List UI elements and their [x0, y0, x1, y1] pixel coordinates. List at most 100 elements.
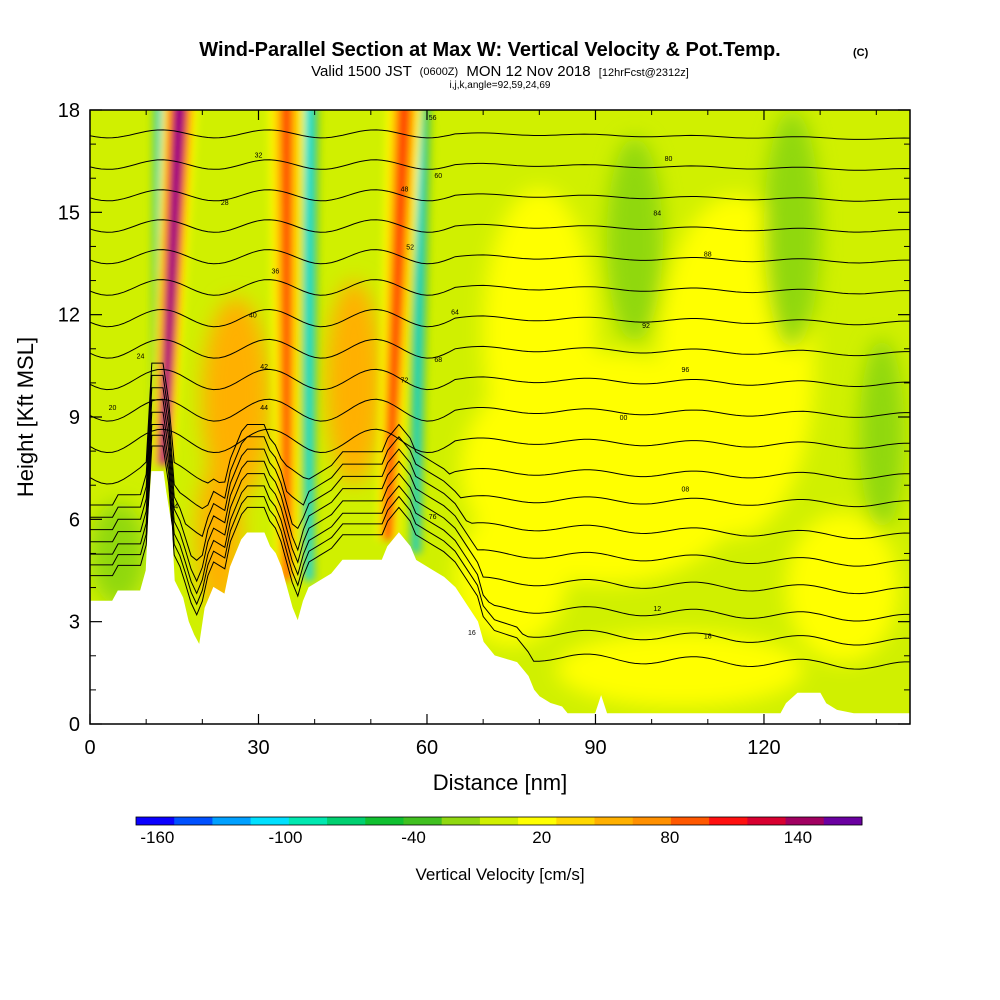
field-region-6 — [859, 338, 905, 530]
isentrope-14 — [90, 249, 910, 265]
colorbar-swatch-15 — [709, 817, 748, 825]
colorbar-swatch-18 — [823, 817, 863, 825]
isentrope-2 — [90, 424, 910, 622]
isentrope-label-8: 44 — [260, 405, 268, 412]
field-region-10 — [202, 297, 270, 503]
colorbar-swatch-9 — [479, 817, 519, 825]
colorbar-swatch-3 — [250, 817, 290, 825]
isentrope-label-10: 52 — [406, 244, 414, 251]
isentrope-label-16: 76 — [429, 514, 437, 521]
subtitle-date: MON 12 Nov 2018 — [466, 63, 590, 80]
isentrope-3 — [90, 411, 910, 595]
isentrope-label-14: 68 — [434, 357, 442, 364]
x-tick-label-1: 30 — [247, 737, 269, 759]
colorbar-swatch-16 — [747, 817, 787, 825]
colorbar-swatch-14 — [670, 817, 710, 825]
field-region-4 — [556, 631, 804, 707]
colorbar-swatch-12 — [594, 817, 634, 825]
colorbar-swatch-8 — [441, 817, 481, 825]
isentrope-label-26: 18 — [704, 633, 712, 640]
isentrope-label-3: 28 — [221, 200, 229, 207]
colorbar-label-0: -160 — [140, 828, 174, 847]
subtitle-utc: (0600Z) — [420, 66, 459, 78]
y-tick-label-2: 6 — [69, 509, 80, 531]
chart-indices: i,j,k,angle=92,59,24,69 — [450, 80, 551, 91]
isentrope-label-7: 42 — [260, 364, 268, 371]
isentrope-label-23: 08 — [681, 487, 689, 494]
isentrope-label-9: 48 — [401, 186, 409, 193]
isentrope-7 — [90, 362, 910, 485]
colorbar-frame — [135, 816, 863, 826]
isentrope-15 — [90, 219, 910, 233]
y-tick-label-5: 15 — [58, 202, 80, 224]
field-region-3 — [483, 188, 596, 475]
isentrope-12 — [90, 308, 910, 328]
colorbar-swatch-10 — [518, 817, 557, 825]
y-tick-label-0: 0 — [69, 714, 80, 736]
isentrope-5 — [90, 387, 910, 540]
isentrope-label-13: 64 — [451, 309, 459, 316]
colorbar-title: Vertical Velocity [cm/s] — [415, 865, 584, 884]
field-region-11 — [325, 280, 383, 486]
isentrope-18 — [90, 129, 910, 140]
isentrope-label-0: 20 — [109, 405, 117, 412]
subtitle-valid-time: Valid 1500 JST — [311, 63, 411, 80]
isentrope-6 — [90, 374, 910, 510]
downdraft-core-1-level-3 — [307, 110, 311, 581]
terrain — [90, 471, 910, 724]
isentrope-8 — [90, 428, 910, 454]
colorbar-swatch-2 — [212, 817, 252, 825]
isentrope-9 — [90, 398, 910, 422]
subtitle-forecast: [12hrFcst@2312z] — [599, 67, 689, 79]
updraft-core-2-level-4 — [386, 110, 407, 540]
x-tick-label-0: 0 — [84, 737, 95, 759]
isentrope-11 — [90, 338, 910, 359]
colorbar-swatch-5 — [327, 817, 366, 825]
isentrope-label-17: 80 — [665, 156, 673, 163]
colorbar: -160 -100 -40 20 80 140 — [135, 816, 863, 847]
isentrope-contours — [90, 100, 910, 670]
isentrope-label-20: 92 — [642, 323, 650, 330]
isentrope-13 — [90, 279, 910, 296]
field-region-2 — [786, 512, 899, 663]
isentrope-4 — [90, 399, 910, 567]
isentrope-label-5: 36 — [271, 268, 279, 275]
isentrope-label-19: 88 — [704, 251, 712, 258]
colorbar-swatch-1 — [174, 817, 213, 825]
y-tick-label-3: 9 — [69, 407, 80, 429]
isentrope-label-21: 96 — [681, 367, 689, 374]
colorbar-swatch-13 — [632, 817, 672, 825]
x-axis-title: Distance [nm] — [433, 770, 568, 795]
isentrope-label-15: 72 — [401, 377, 409, 384]
isentrope-0 — [90, 445, 910, 670]
terrain-fill — [90, 471, 910, 724]
colorbar-label-3: 20 — [532, 828, 551, 847]
isentrope-label-25: 16 — [468, 630, 476, 637]
isentrope-10 — [90, 368, 910, 391]
colorbar-swatch-17 — [785, 817, 825, 825]
x-tick-label-4: 120 — [747, 737, 780, 759]
isentrope-label-4: 32 — [255, 152, 263, 159]
isentrope-label-1: 24 — [137, 354, 145, 361]
colorbar-swatch-4 — [288, 817, 328, 825]
y-tick-label-4: 12 — [58, 305, 80, 327]
field-region-9 — [90, 502, 147, 605]
colorbar-swatch-0 — [136, 817, 175, 825]
isentrope-label-2: 04 — [170, 504, 178, 511]
colorbar-swatch-7 — [403, 817, 443, 825]
isentrope-16 — [90, 189, 910, 202]
colorbar-swatch-6 — [365, 817, 404, 825]
updraft-core-0-level-4 — [161, 110, 183, 465]
isentrope-label-11: 56 — [429, 115, 437, 122]
isentrope-labels: 20 24 04 28 32 36 40 42 44 48 52 56 60 64 68 72 76 80 84 88… — [109, 115, 712, 640]
x-tick-label-2: 60 — [416, 737, 438, 759]
colorbar-label-5: 140 — [784, 828, 812, 847]
y-tick-label-1: 3 — [69, 612, 80, 634]
chart-title: Wind-Parallel Section at Max W: Vertical… — [199, 39, 780, 61]
y-tick-label-6: 18 — [58, 100, 80, 122]
isentrope-19 — [90, 100, 910, 109]
colorbar-label-2: -40 — [401, 828, 426, 847]
colorbar-swatch-11 — [556, 817, 596, 825]
